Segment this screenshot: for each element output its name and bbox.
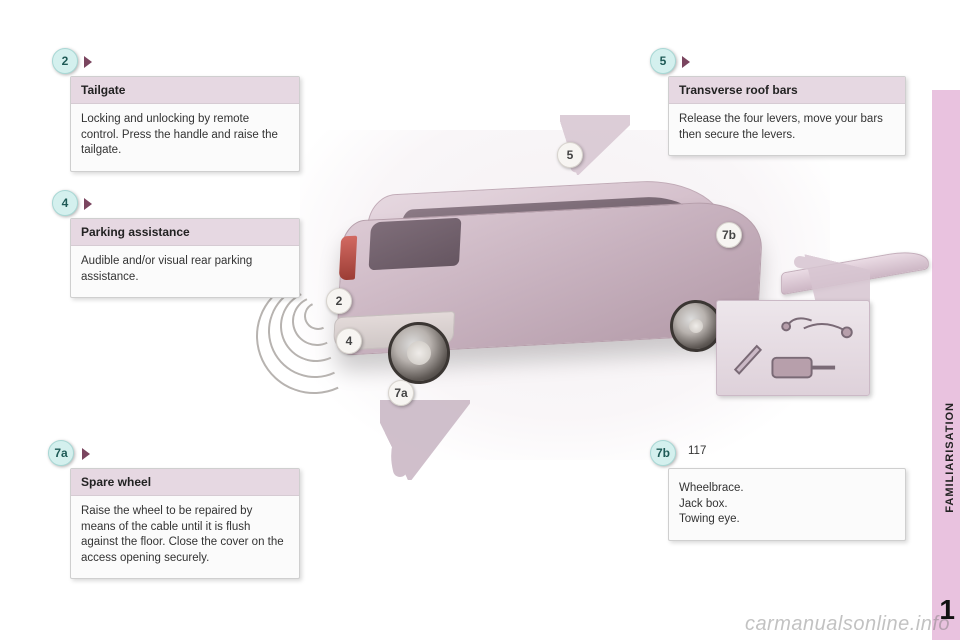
tool-line: Wheelbrace. bbox=[679, 481, 895, 497]
marker-5-key: 5 bbox=[650, 48, 676, 74]
callout-tailgate: Tailgate Locking and unlocking by remote… bbox=[70, 76, 300, 172]
image-marker-2: 2 bbox=[326, 288, 352, 314]
callout-body: Audible and/or visual rear parking assis… bbox=[71, 246, 299, 297]
marker-4-key: 4 bbox=[52, 190, 78, 216]
callout-body: Raise the wheel to be repaired by means … bbox=[71, 496, 299, 578]
image-marker-5: 5 bbox=[557, 142, 583, 168]
callout-title: Transverse roof bars bbox=[669, 77, 905, 104]
callout-title: Spare wheel bbox=[71, 469, 299, 496]
image-marker-4: 4 bbox=[336, 328, 362, 354]
tri-icon bbox=[82, 448, 90, 460]
callout-body: Wheelbrace. Jack box. Towing eye. bbox=[669, 469, 905, 540]
manual-page: FAMILIARISATION 1 bbox=[0, 0, 960, 640]
watermark: carmanualsonline.info bbox=[745, 613, 950, 636]
tri-icon bbox=[682, 56, 690, 68]
section-sidebar bbox=[932, 90, 960, 640]
marker-7b-key: 7b bbox=[650, 440, 676, 466]
page-reference: 117 bbox=[688, 445, 706, 457]
tools-inset bbox=[716, 300, 870, 396]
marker-2-key: 2 bbox=[52, 48, 78, 74]
callout-body: Release the four levers, move your bars … bbox=[669, 104, 905, 155]
callout-tools: Wheelbrace. Jack box. Towing eye. bbox=[668, 468, 906, 541]
image-marker-7a: 7a bbox=[388, 380, 414, 406]
tool-line: Towing eye. bbox=[679, 512, 895, 528]
callout-title: Tailgate bbox=[71, 77, 299, 104]
tri-icon bbox=[84, 56, 92, 68]
van bbox=[340, 180, 780, 380]
callout-parking: Parking assistance Audible and/or visual… bbox=[70, 218, 300, 298]
callout-body: Locking and unlocking by remote control.… bbox=[71, 104, 299, 171]
vehicle-illustration bbox=[300, 130, 830, 460]
callout-roof-bars: Transverse roof bars Release the four le… bbox=[668, 76, 906, 156]
callout-spare-wheel: Spare wheel Raise the wheel to be repair… bbox=[70, 468, 300, 579]
image-marker-7b: 7b bbox=[716, 222, 742, 248]
section-label: FAMILIARISATION bbox=[944, 402, 956, 513]
callout-title: Parking assistance bbox=[71, 219, 299, 246]
marker-7a-key: 7a bbox=[48, 440, 74, 466]
roof-bar-shape bbox=[781, 247, 929, 295]
tri-icon bbox=[84, 198, 92, 210]
tool-line: Jack box. bbox=[679, 497, 895, 513]
